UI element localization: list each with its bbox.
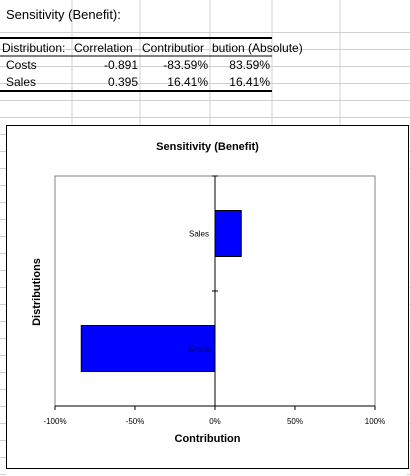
x-tick-label: 0%	[209, 417, 221, 426]
bar-label-sales: Sales	[189, 230, 209, 239]
chart-plot: Sales Costs -100% -50% 0% 50% 100%	[43, 175, 385, 426]
x-tick-label: 100%	[365, 417, 385, 426]
row-costs-correlation[interactable]: -0.891	[103, 58, 138, 72]
bar-costs	[80, 325, 216, 372]
row-sales-contribution[interactable]: 16.41%	[167, 75, 208, 89]
header-contribution[interactable]: Contributior	[142, 41, 205, 55]
sheet-title[interactable]: Sensitivity (Benefit):	[6, 7, 121, 22]
x-tick-label: 50%	[287, 417, 303, 426]
x-tick-label: -50%	[126, 417, 145, 426]
chart-y-axis-label: Distributions	[31, 258, 43, 326]
row-sales-name[interactable]: Sales	[6, 75, 37, 89]
row-costs-name[interactable]: Costs	[6, 58, 37, 72]
chart-title: Sensitivity (Benefit)	[156, 141, 259, 153]
row-sales-correlation[interactable]: 0.395	[107, 75, 138, 89]
header-correlation[interactable]: Correlation	[74, 41, 133, 55]
row-costs-contribution[interactable]: -83.59%	[163, 58, 208, 72]
chart-x-axis-label: Contribution	[174, 433, 241, 445]
bar-sales	[214, 210, 242, 257]
header-contribution-absolute[interactable]: bution (Absolute)	[212, 41, 303, 55]
header-distribution[interactable]: Distribution:	[2, 41, 66, 55]
sensitivity-chart[interactable]: Sales Costs -100% -50% 0% 50% 100% Sensitivity…	[6, 125, 409, 469]
bar-label-costs: Costs	[189, 345, 209, 354]
row-sales-absolute[interactable]: 16.41%	[229, 75, 270, 89]
x-tick-label: -100%	[43, 417, 66, 426]
row-costs-absolute[interactable]: 83.59%	[229, 58, 270, 72]
